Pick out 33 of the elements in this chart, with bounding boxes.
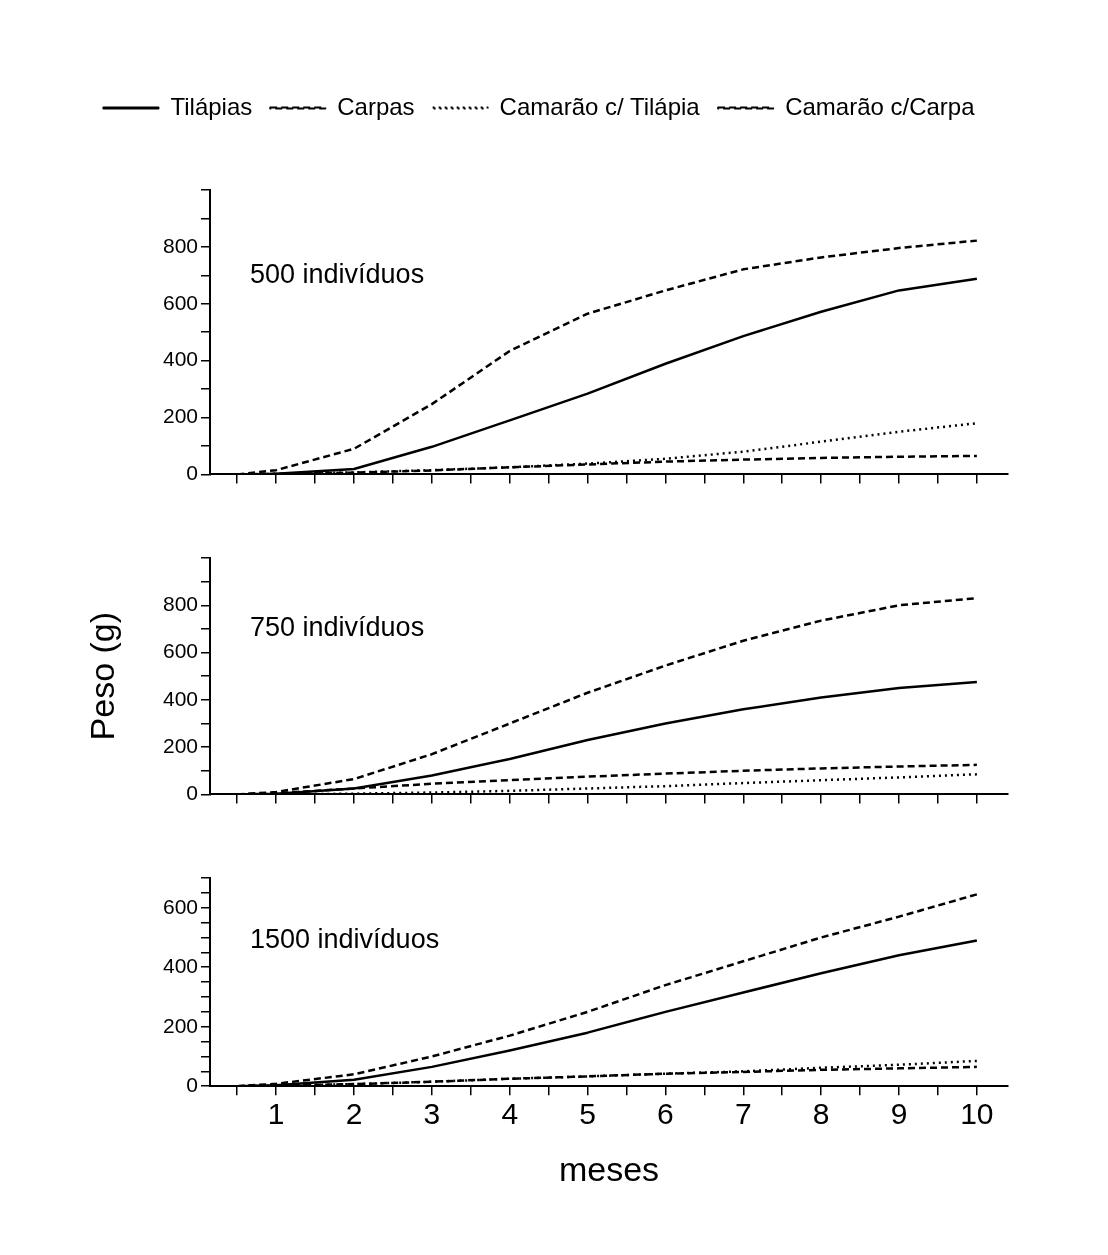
y-tick-label: 400	[162, 686, 198, 710]
x-tick-label: 6	[657, 1097, 674, 1131]
y-axis-title: Peso (g)	[82, 611, 121, 741]
x-axis-title: meses	[558, 1149, 660, 1188]
annotation: 500 indivíduos	[250, 258, 425, 289]
legend-label: Carpas	[337, 92, 415, 120]
y-tick-label: 600	[162, 290, 198, 314]
x-tick-label: 5	[579, 1097, 596, 1131]
y-tick-label: 400	[162, 954, 198, 978]
y-tick-label: 600	[162, 639, 198, 663]
y-tick-label: 0	[186, 1073, 198, 1096]
x-tick-label: 3	[423, 1097, 441, 1131]
x-tick-label: 10	[960, 1097, 994, 1131]
y-tick-label: 0	[186, 781, 198, 805]
x-tick-label: 8	[812, 1097, 830, 1131]
y-tick-label: 800	[162, 233, 198, 257]
legend-label: Camarão c/Carpa	[785, 92, 976, 120]
annotation: 750 indivíduos	[250, 612, 425, 643]
x-tick-label: 4	[501, 1097, 519, 1131]
y-tick-label: 200	[162, 733, 198, 757]
y-tick-label: 200	[162, 404, 198, 428]
legend-label: Camarão c/ Tilápia	[499, 92, 701, 120]
x-tick-label: 7	[734, 1097, 752, 1131]
x-tick-label: 1	[267, 1097, 285, 1131]
y-tick-label: 200	[162, 1013, 198, 1037]
annotation: 1500 indivíduos	[250, 923, 440, 954]
x-tick-label: 2	[345, 1097, 363, 1131]
legend-label: Tilápias	[170, 92, 253, 120]
y-tick-label: 400	[162, 347, 198, 371]
y-tick-label: 800	[162, 592, 198, 616]
x-tick-label: 9	[890, 1097, 908, 1131]
y-tick-label: 600	[162, 894, 198, 918]
y-tick-label: 0	[186, 461, 198, 485]
